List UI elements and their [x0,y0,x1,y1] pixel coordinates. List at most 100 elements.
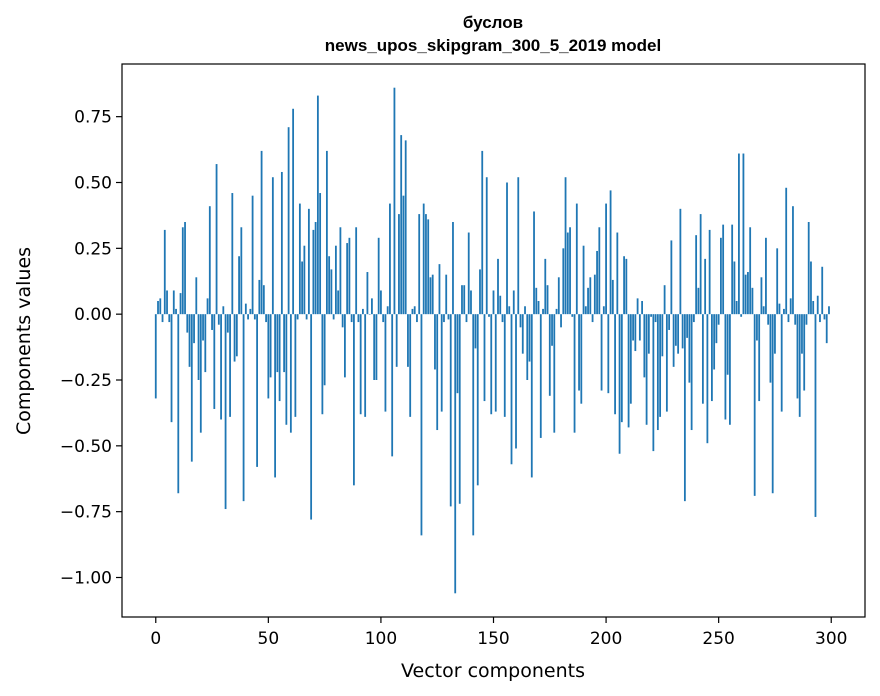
bar-component-56 [280,171,283,315]
bar-component-208 [623,256,625,315]
x-tick-label: 100 [365,629,397,649]
bar-component-129 [445,274,448,315]
bar-component-161 [517,177,520,315]
bar-component-252 [722,224,725,315]
bar-component-44 [253,314,256,320]
bar-component-245 [706,314,709,444]
bar-component-15 [188,314,191,367]
bar-component-92 [362,308,364,315]
bar-component-35 [233,314,236,362]
bar-component-107 [395,314,398,367]
bar-component-180 [560,314,562,328]
bar-component-201 [607,314,610,394]
bar-component-258 [735,301,738,315]
bar-component-67 [305,314,308,320]
bar-component-136 [461,285,463,315]
bar-component-168 [533,211,535,315]
y-tick-label: 0.50 [74,174,112,194]
bar-component-235 [683,314,686,502]
bar-component-102 [384,314,387,412]
bar-component-188 [578,314,580,391]
bar-component-87 [350,314,353,323]
bar-component-52 [271,177,274,315]
bar-component-220 [650,314,653,317]
bar-component-10 [177,314,180,494]
bar-component-273 [769,314,772,383]
bar-component-127 [440,314,443,412]
bar-component-290 [807,222,810,315]
bar-component-292 [812,301,815,315]
bar-component-12 [181,227,184,315]
y-axis-label: Components values [13,247,35,435]
bar-component-204 [614,314,616,415]
bar-component-178 [555,308,558,315]
bar-component-55 [278,314,281,402]
bar-component-223 [656,314,659,431]
bar-component-59 [287,127,290,315]
chart-title-line-1: буслов [463,13,523,32]
bar-component-148 [488,314,490,317]
bar-component-170 [537,301,540,315]
bars-group [154,87,830,594]
bar-component-230 [672,314,675,367]
bar-component-167 [530,314,533,478]
bar-component-94 [366,272,369,315]
bar-component-61 [292,108,295,315]
bar-component-96 [371,298,373,315]
bar-component-47 [260,150,263,315]
y-tick-label: −0.25 [60,371,112,391]
bar-component-40 [244,303,247,315]
bar-component-72 [316,95,319,315]
bar-component-158 [510,314,513,465]
bar-component-200 [605,203,607,315]
bar-component-164 [524,306,526,315]
bar-component-33 [229,314,231,417]
bar-component-287 [801,314,803,354]
y-tick-label: −0.50 [60,437,112,457]
bar-component-239 [692,314,695,323]
bar-component-184 [569,227,571,315]
bar-component-3 [161,314,164,323]
bar-component-88 [353,314,355,486]
bar-component-39 [242,314,245,502]
bar-component-264 [749,227,752,315]
bar-component-215 [638,314,641,341]
bar-component-97 [373,314,376,380]
bar-component-69 [310,314,313,520]
bar-component-283 [792,206,794,315]
bar-component-2 [159,298,162,315]
bar-component-62 [294,314,297,417]
bar-component-191 [584,306,587,315]
bar-component-13 [184,222,186,315]
bar-component-123 [431,274,434,315]
bar-component-133 [454,314,457,594]
bar-component-130 [447,314,450,320]
bar-component-176 [551,314,553,346]
bar-component-268 [758,314,761,402]
bar-component-22 [204,314,207,373]
bar-component-138 [465,314,468,323]
bar-component-143 [476,314,479,486]
bar-component-120 [425,214,427,315]
bar-component-237 [688,314,691,383]
bar-component-50 [267,314,270,399]
bar-component-73 [319,193,322,315]
bar-component-269 [760,277,763,315]
bar-component-207 [620,314,623,423]
bar-component-244 [704,258,707,315]
bar-component-132 [452,222,454,315]
bar-component-114 [411,308,414,315]
bar-component-254 [726,314,729,375]
bar-component-288 [803,314,806,391]
bar-component-89 [355,227,358,315]
bar-component-157 [508,306,511,315]
bar-component-214 [636,298,639,315]
bar-component-18 [195,277,198,315]
bar-component-253 [724,314,727,420]
bar-component-24 [208,206,211,315]
bar-component-79 [332,314,335,320]
bar-component-280 [785,187,788,315]
bar-component-118 [420,314,423,536]
bar-component-70 [312,229,315,315]
